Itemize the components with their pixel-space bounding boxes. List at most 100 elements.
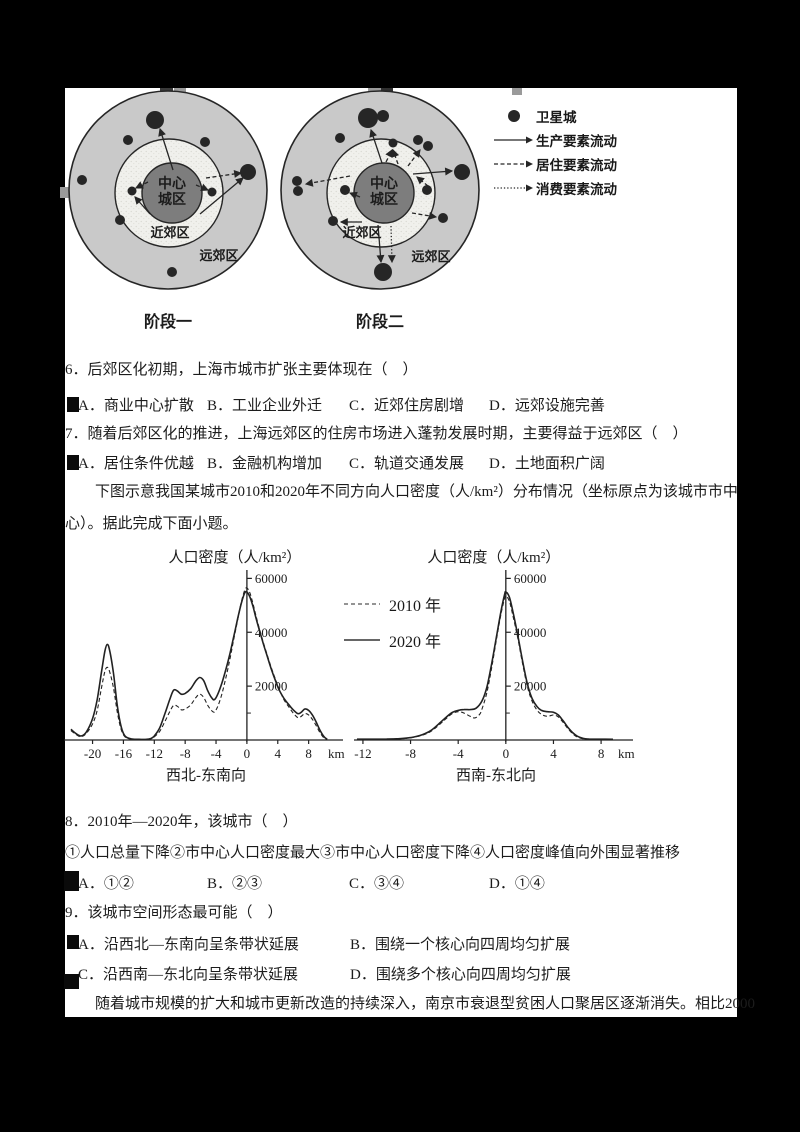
svg-text:人口密度（人/km²）: 人口密度（人/km²）	[168, 549, 301, 566]
q9-options-row2: C．沿西南—东北向呈条带状延展 D．围绕多个核心向四周均匀扩展	[0, 963, 800, 983]
svg-text:-8: -8	[180, 746, 191, 761]
svg-text:20000: 20000	[255, 679, 287, 694]
q9-options-row1: A．沿西北—东南向呈条带状延展 B．围绕一个核心向四周均匀扩展	[0, 933, 800, 953]
svg-text:8: 8	[305, 746, 312, 761]
solid-arrow-icon	[492, 135, 536, 145]
svg-text:中心城区: 中心城区	[370, 175, 398, 207]
redaction-mark	[64, 974, 79, 989]
legend-label: 消费要素流动	[536, 182, 617, 197]
density-chart-nw-se: -20 -16 -12 -8 -4 0 4 8 km 20000 40000 60000 人口密度（人/…	[64, 549, 345, 784]
redaction-mark	[67, 935, 79, 949]
dotted-arrow-icon	[492, 183, 536, 193]
q7-option-b: B．金融机构增加	[207, 456, 323, 472]
dashed-line-icon	[344, 603, 380, 605]
redaction-mark	[67, 455, 79, 470]
svg-text:-20: -20	[84, 746, 101, 761]
svg-text:阶段二: 阶段二	[356, 312, 404, 331]
question-number: 9．	[65, 905, 88, 921]
question-text: 2010年—2020年，该城市（ ）	[87, 814, 298, 830]
scan-artifact	[512, 88, 522, 95]
q8-option-b: B．②③	[207, 876, 263, 892]
q6-option-a: A．商业中心扩散	[78, 398, 194, 414]
svg-text:-12: -12	[146, 746, 163, 761]
q7-option-c: C．轨道交通发展	[349, 456, 465, 472]
dashed-arrow-icon	[492, 159, 536, 169]
question-6: 6．后郊区化初期，上海市城市扩张主要体现在（ ）	[65, 360, 418, 380]
svg-text:阶段一: 阶段一	[144, 312, 192, 331]
question-8: 8．2010年—2020年，该城市（ ）	[65, 812, 298, 832]
question-text: 该城市空间形态最可能（ ）	[87, 905, 283, 921]
svg-text:km: km	[328, 746, 345, 761]
legend-item-consumption-flow: 消费要素流动	[492, 176, 617, 200]
footer-paragraph: 随着城市规模的扩大和城市更新改造的持续深入，南京市衰退型贫困人口聚居区逐渐消失。…	[95, 996, 756, 1012]
chart-legend-2020: 2020 年	[343, 622, 441, 658]
q8-options: A．①② B．②③ C．③④ D．①④	[0, 872, 800, 892]
legend-item-residence-flow: 居住要素流动	[492, 152, 617, 176]
svg-text:4: 4	[550, 746, 557, 761]
legend-item-production-flow: 生产要素流动	[492, 128, 617, 152]
svg-text:远郊区: 远郊区	[411, 249, 450, 264]
question-7: 7．随着后郊区化的推进，上海远郊区的住房市场进入蓬勃发展时期，主要得益于远郊区（…	[65, 424, 688, 444]
redaction-mark	[67, 397, 79, 412]
svg-text:-4: -4	[453, 746, 464, 761]
density-chart-sw-ne: -12 -8 -4 0 4 8 km 20000 40000 60000 人口密度（人/km²） 西南…	[354, 549, 635, 784]
q6-option-b: B．工业企业外迁	[207, 398, 323, 414]
question-text: 随着后郊区化的推进，上海远郊区的住房市场进入蓬勃发展时期，主要得益于远郊区（ ）	[87, 426, 688, 442]
satellite-city-dot-icon	[492, 110, 536, 122]
question-text: 后郊区化初期，上海市城市扩张主要体现在（ ）	[87, 362, 418, 378]
q9-option-c: C．沿西南—东北向呈条带状延展	[78, 967, 299, 983]
question-number: 8．	[65, 814, 88, 830]
svg-text:西北-东南向: 西北-东南向	[166, 767, 246, 784]
question-9: 9．该城市空间形态最可能（ ）	[65, 903, 283, 923]
svg-text:20000: 20000	[514, 679, 547, 694]
svg-text:中心城区: 中心城区	[158, 175, 186, 207]
chart-legend-2010: 2010 年	[343, 586, 441, 622]
question-number: 6．	[65, 362, 88, 378]
svg-text:近郊区: 近郊区	[342, 225, 381, 240]
q6-option-d: D．远郊设施完善	[489, 398, 605, 414]
svg-text:0: 0	[244, 746, 251, 761]
svg-text:km: km	[618, 746, 635, 761]
chart-legend-label: 2020 年	[389, 634, 442, 651]
q7-option-d: D．土地面积广阔	[489, 456, 605, 472]
svg-text:40000: 40000	[255, 625, 287, 640]
legend-label: 卫星城	[536, 110, 577, 125]
legend-item-satellite-city: 卫星城	[492, 104, 617, 128]
svg-text:近郊区: 近郊区	[150, 225, 189, 240]
svg-text:60000: 60000	[255, 571, 287, 586]
q8-items: ①人口总量下降②市中心人口密度最大③市中心人口密度下降④人口密度峰值向外围显著推…	[65, 845, 681, 861]
intro-paragraph-line1: 下图示意我国某城市2010和2020年不同方向人口密度（人/km²）分布情况（坐…	[95, 484, 738, 500]
q8-option-d: D．①④	[489, 876, 545, 892]
question-number: 7．	[65, 426, 88, 442]
svg-text:-4: -4	[211, 746, 222, 761]
q9-option-b: B．围绕一个核心向四周均匀扩展	[350, 937, 571, 953]
q9-option-a: A．沿西北—东南向呈条带状延展	[78, 937, 299, 953]
svg-text:-16: -16	[115, 746, 133, 761]
q6-options: A．商业中心扩散 B．工业企业外迁 C．近郊住房剧增 D．远郊设施完善	[0, 394, 800, 414]
q6-option-c: C．近郊住房剧增	[349, 398, 465, 414]
chart-legend-label: 2010 年	[389, 598, 442, 615]
q9-option-d: D．围绕多个核心向四周均匀扩展	[350, 967, 571, 983]
legend-label: 生产要素流动	[536, 134, 617, 149]
redaction-mark	[64, 871, 79, 891]
svg-text:-12: -12	[354, 746, 371, 761]
intro-paragraph-line2: 心）。据此完成下面小题。	[65, 516, 238, 532]
solid-line-icon	[344, 639, 380, 641]
svg-text:人口密度（人/km²）: 人口密度（人/km²）	[427, 549, 560, 566]
q7-option-a: A．居住条件优越	[78, 456, 194, 472]
svg-text:40000: 40000	[514, 625, 547, 640]
diagram-legend: 卫星城 生产要素流动 居住要素流动 消费要素流动	[492, 104, 617, 200]
q7-options: A．居住条件优越 B．金融机构增加 C．轨道交通发展 D．土地面积广阔	[0, 452, 800, 472]
scan-artifact	[60, 187, 69, 198]
chart-legend: 2010 年 2020 年	[343, 586, 441, 658]
svg-text:0: 0	[503, 746, 510, 761]
svg-text:远郊区: 远郊区	[199, 248, 238, 263]
legend-label: 居住要素流动	[536, 158, 617, 173]
svg-text:-8: -8	[405, 746, 416, 761]
q8-option-a: A．①②	[78, 876, 134, 892]
svg-text:西南-东北向: 西南-东北向	[456, 767, 536, 784]
q8-option-c: C．③④	[349, 876, 405, 892]
svg-text:4: 4	[275, 746, 282, 761]
